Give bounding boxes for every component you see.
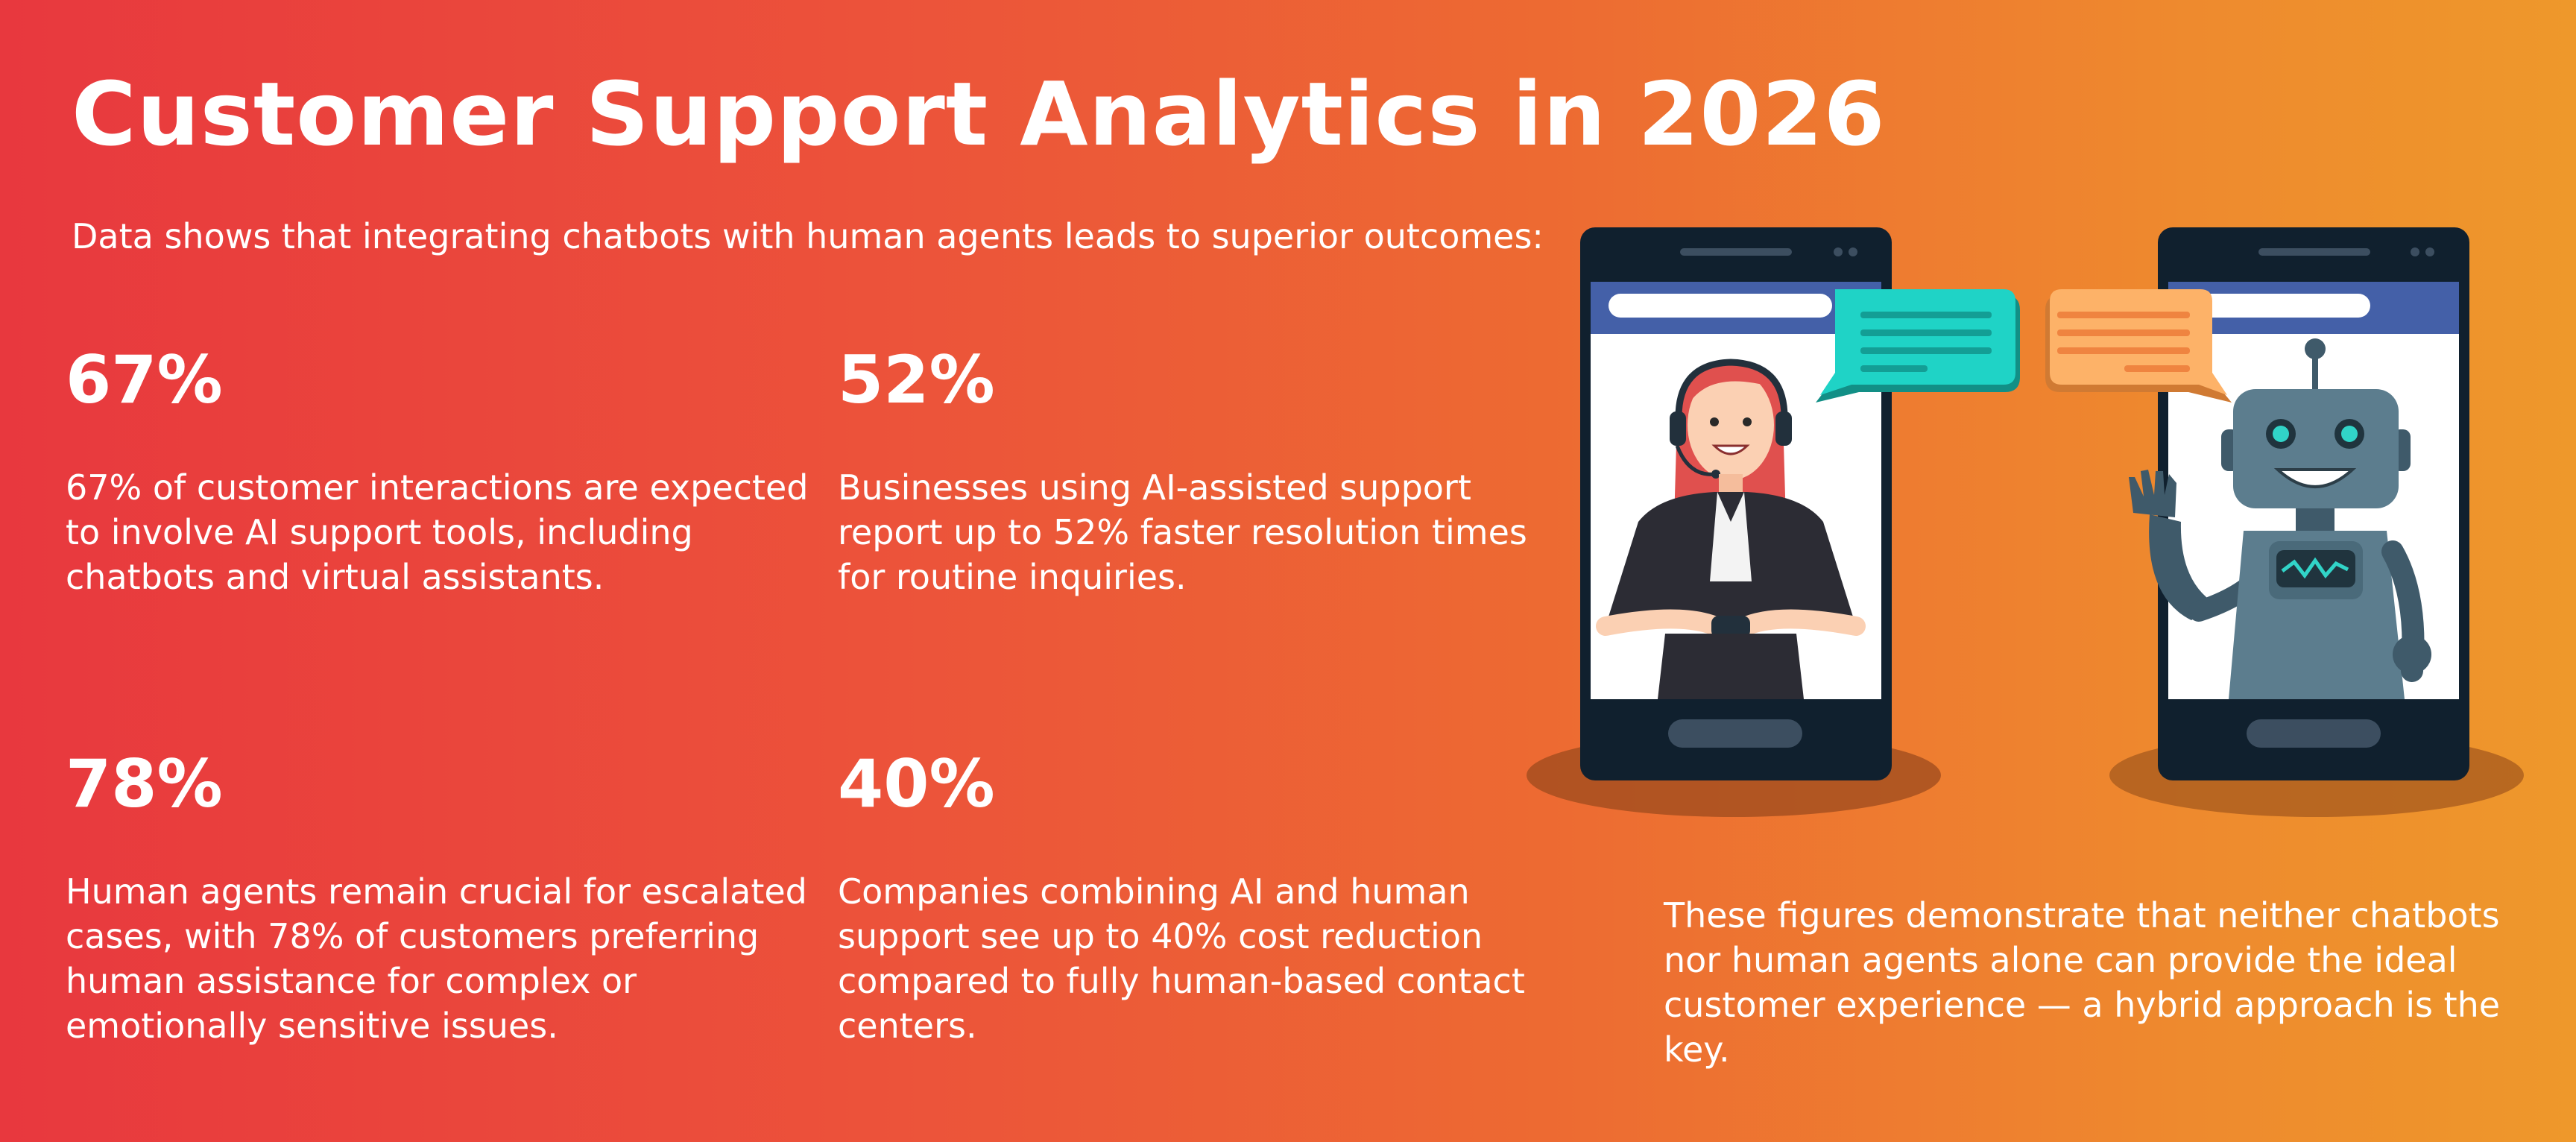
chat-bubble-orange-icon	[2045, 289, 2232, 403]
smartphone-human-agent-icon	[1580, 227, 1892, 780]
stat-description-2: Businesses using AI-assisted support rep…	[838, 467, 1527, 597]
conclusion-text: These figures demonstrate that neither c…	[1664, 895, 2501, 1070]
stat-value-4: 40%	[838, 745, 995, 822]
stat-value-3: 78%	[66, 745, 223, 822]
chat-illustration	[1527, 227, 2524, 817]
page-subtitle: Data shows that integrating chatbots wit…	[72, 216, 1544, 256]
stat-description-1: 67% of customer interactions are expecte…	[66, 467, 809, 597]
stat-description-4: Companies combining AI and human support…	[838, 871, 1525, 1046]
stat-value-1: 67%	[66, 341, 223, 418]
page-title: Customer Support Analytics in 2026	[72, 63, 1886, 165]
robot-avatar-icon	[2129, 338, 2431, 699]
stat-value-2: 52%	[838, 341, 995, 418]
chat-bubble-teal-icon	[1816, 289, 2020, 403]
support-agent-avatar-icon	[1596, 359, 1866, 699]
stat-description-3: Human agents remain crucial for escalate…	[66, 871, 807, 1046]
